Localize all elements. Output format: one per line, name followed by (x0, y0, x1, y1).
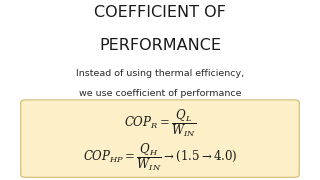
Text: $COP_{R} = \dfrac{Q_{L}}{W_{IN}}$: $COP_{R} = \dfrac{Q_{L}}{W_{IN}}$ (124, 107, 196, 139)
Text: Instead of using thermal efficiency,: Instead of using thermal efficiency, (76, 69, 244, 78)
Text: COEFFICIENT OF: COEFFICIENT OF (94, 5, 226, 20)
Text: we use coefficient of performance: we use coefficient of performance (79, 89, 241, 98)
Text: $COP_{HP} = \dfrac{Q_{H}}{W_{IN}} \rightarrow \left(1.5 \rightarrow 4.0\right)$: $COP_{HP} = \dfrac{Q_{H}}{W_{IN}} \right… (83, 141, 237, 173)
FancyBboxPatch shape (21, 100, 299, 177)
Text: PERFORMANCE: PERFORMANCE (99, 38, 221, 53)
